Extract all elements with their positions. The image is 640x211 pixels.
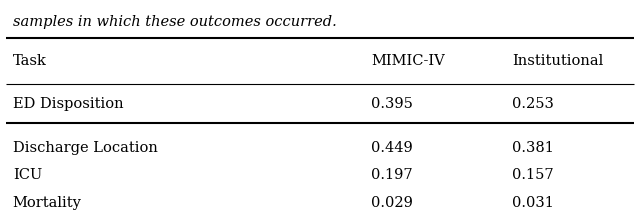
Text: 0.197: 0.197 [371, 168, 413, 183]
Text: 0.253: 0.253 [512, 97, 554, 111]
Text: Discharge Location: Discharge Location [13, 141, 157, 155]
Text: ED Disposition: ED Disposition [13, 97, 124, 111]
Text: 0.449: 0.449 [371, 141, 413, 155]
Text: Mortality: Mortality [13, 196, 82, 210]
Text: samples in which these outcomes occurred.: samples in which these outcomes occurred… [13, 15, 337, 29]
Text: 0.031: 0.031 [512, 196, 554, 210]
Text: ICU: ICU [13, 168, 42, 183]
Text: 0.029: 0.029 [371, 196, 413, 210]
Text: MIMIC-IV: MIMIC-IV [371, 54, 445, 68]
Text: 0.157: 0.157 [512, 168, 554, 183]
Text: Task: Task [13, 54, 47, 68]
Text: 0.381: 0.381 [512, 141, 554, 155]
Text: 0.395: 0.395 [371, 97, 413, 111]
Text: Institutional: Institutional [512, 54, 604, 68]
